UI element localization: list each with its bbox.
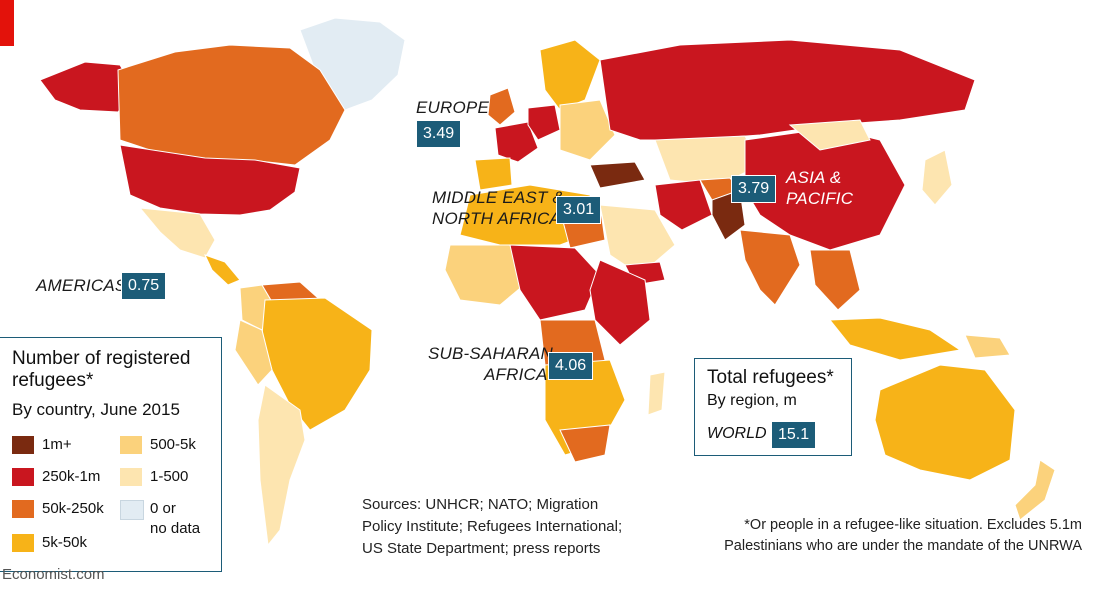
australia-shape <box>874 364 1016 481</box>
region-asia-value: 3.79 <box>731 175 777 203</box>
iran-shape <box>654 179 713 231</box>
southeast-asia-shape <box>809 249 861 311</box>
legend-box: Number of registered refugees* By countr… <box>0 337 222 572</box>
total-subtitle: By region, m <box>707 392 797 409</box>
peru-shape <box>234 319 273 386</box>
region-asia-label: ASIA & <box>786 168 842 187</box>
legend-subtitle: By country, June 2015 <box>12 400 180 419</box>
madagascar-shape <box>647 371 666 416</box>
new-zealand-shape <box>1014 459 1056 521</box>
sources-line-2: Policy Institute; Refugees International… <box>362 518 623 535</box>
png-shape <box>964 334 1011 359</box>
region-ssa-label: SUB-SAHARAN <box>428 344 554 363</box>
region-europe-value: 3.49 <box>416 120 462 148</box>
germany-shape <box>527 104 561 141</box>
sources-note: Sources: UNHCR; NATO; Migration Policy I… <box>362 494 682 560</box>
south-africa-shape <box>559 424 611 463</box>
brand-name: Economist.com <box>2 566 105 583</box>
uk-shape <box>487 87 516 126</box>
usa-shape <box>119 144 301 216</box>
world-value: 15.1 <box>771 421 817 449</box>
scandinavia-shape <box>539 39 601 111</box>
east-europe-shape <box>559 99 616 161</box>
legend-label-50k-250k: 50k-250k <box>42 500 104 517</box>
region-ssa-value: 4.06 <box>548 352 594 380</box>
region-ssa-label-2: AFRICA <box>484 365 548 384</box>
legend-label-no-data: 0 or <box>150 500 176 517</box>
japan-shape <box>921 149 953 206</box>
india-shape <box>739 229 801 306</box>
region-americas-label: AMERICAS <box>36 276 127 295</box>
region-mena-value: 3.01 <box>556 196 602 224</box>
sources-line-3: US State Department; press reports <box>362 540 601 557</box>
footnote: *Or people in a refugee-like situation. … <box>682 515 1082 557</box>
legend-swatch-5k-50k <box>12 534 34 552</box>
brand-tag <box>0 0 14 46</box>
iberia-shape <box>474 157 513 191</box>
footnote-line-2: Palestinians who are under the mandate o… <box>724 538 1082 554</box>
central-africa-shape <box>509 244 601 321</box>
legend-swatch-1m-plus <box>12 436 34 454</box>
legend-swatch-50k-250k <box>12 500 34 518</box>
region-mena-label-2: NORTH AFRICA <box>432 209 561 228</box>
central-america-shape <box>204 254 241 286</box>
russia-shape <box>599 39 976 141</box>
sources-line-1: Sources: UNHCR; NATO; Migration <box>362 496 599 513</box>
mongolia-shape <box>788 119 871 151</box>
legend-label-no-data-2: no data <box>150 520 201 537</box>
canada-shape <box>117 44 346 166</box>
legend-label-500-5k: 500-5k <box>150 436 196 453</box>
footnote-line-1: *Or people in a refugee-like situation. … <box>744 517 1082 533</box>
region-americas-value: 0.75 <box>121 272 167 300</box>
world-label: WORLD <box>707 425 767 442</box>
region-mena-label: MIDDLE EAST & <box>432 188 565 207</box>
legend-swatch-500-5k <box>120 436 142 454</box>
region-europe-label: EUROPE <box>416 98 489 117</box>
france-shape <box>494 121 539 163</box>
argentina-shape <box>257 384 306 547</box>
legend-label-1-500: 1-500 <box>150 468 189 485</box>
legend-swatch-250k-1m <box>12 468 34 486</box>
legend-label-1m-plus: 1m+ <box>42 436 72 453</box>
legend-label-250k-1m: 250k-1m <box>42 468 101 485</box>
east-africa-shape <box>589 259 651 346</box>
legend-title: Number of registered refugees* <box>12 348 191 391</box>
legend-label-5k-50k: 5k-50k <box>42 534 88 551</box>
indonesia-shape <box>828 317 962 361</box>
legend-swatch-1-500 <box>120 468 142 486</box>
total-refugees-box: Total refugees* By region, m WORLD 15.1 <box>694 358 852 456</box>
turkey-shape <box>589 161 646 189</box>
legend-swatch-no-data <box>120 500 144 520</box>
mexico-shape <box>138 207 216 259</box>
region-asia-label-2: PACIFIC <box>786 189 854 208</box>
arabia-shape <box>599 204 676 276</box>
total-title: Total refugees* <box>707 367 834 388</box>
